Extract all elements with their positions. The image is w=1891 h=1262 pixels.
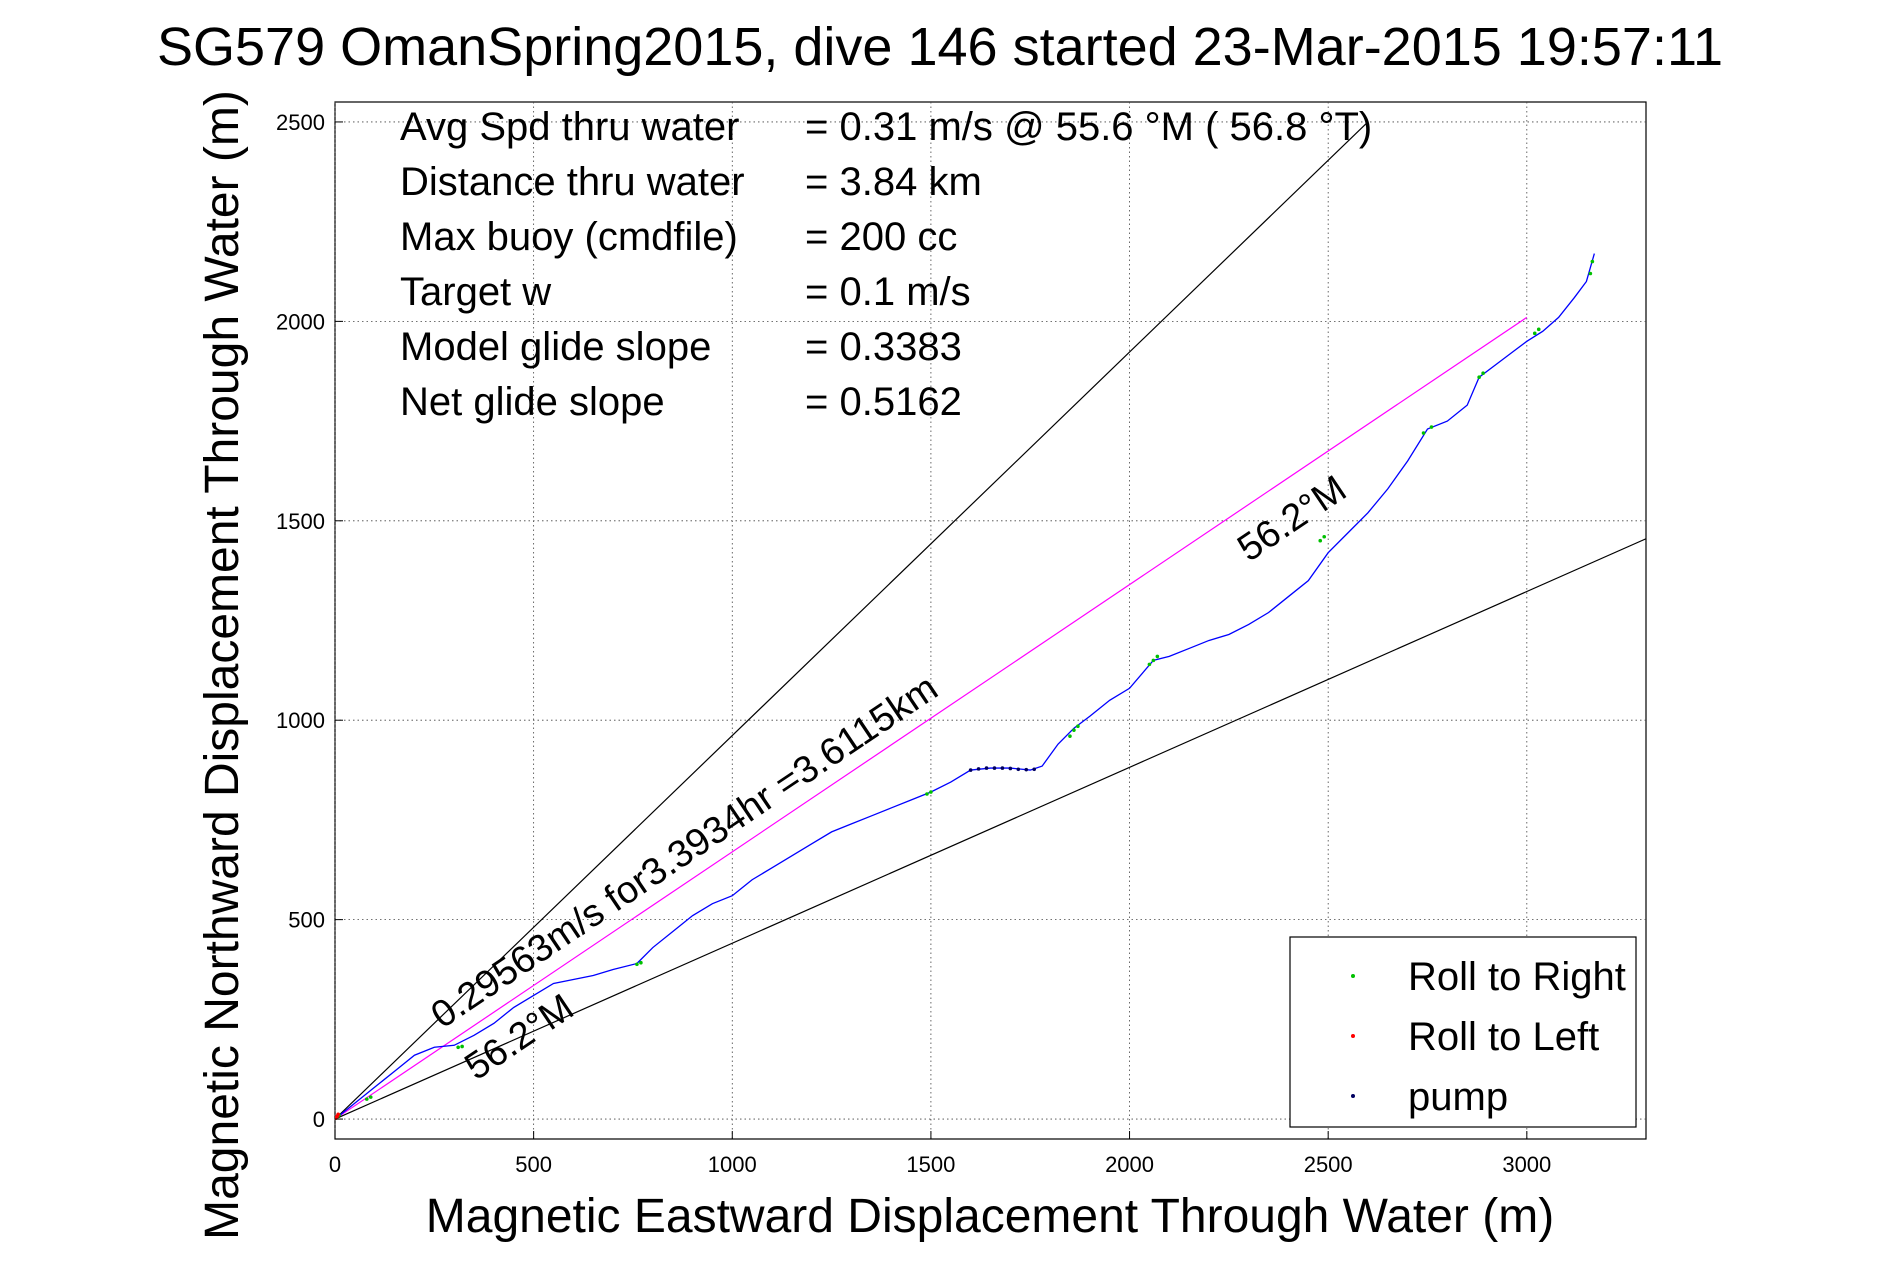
tick-labels: 0 500 1000 1500 2000 2500 3000 0 500 1000 1500 2000… — [276, 110, 1551, 1177]
series-3-point-1 — [976, 767, 981, 771]
series-1-point-20 — [1477, 375, 1481, 380]
series-1-point-14 — [1151, 658, 1156, 663]
series-1-point-12 — [1076, 724, 1080, 728]
series-1-point-4 — [456, 1045, 460, 1050]
series-1-point-24 — [1588, 271, 1593, 276]
stat-label-0: Avg Spd thru water — [400, 105, 739, 149]
series-1-point-18 — [1421, 431, 1426, 435]
reference-line-1 — [335, 538, 1646, 1120]
stat-value-2: = 200 cc — [805, 215, 957, 259]
x-tick-label-6: 3000 — [1502, 1152, 1551, 1177]
series-1-point-10 — [1068, 734, 1072, 738]
series-3-point-6 — [1016, 767, 1021, 772]
stat-value-0: = 0.31 m/s @ 55.6 °M ( 56.8 °T) — [805, 105, 1372, 149]
series-1-point-21 — [1481, 371, 1485, 376]
series-1-point-9 — [929, 790, 933, 794]
legend: Roll to Right Roll to Left pump — [1289, 936, 1637, 1128]
series-3-point-7 — [1024, 767, 1029, 772]
stat-value-3: = 0.1 m/s — [805, 270, 971, 314]
x-tick-label-4: 2000 — [1105, 1152, 1154, 1177]
x-tick-label-3: 1500 — [906, 1152, 955, 1177]
series-1-point-15 — [1155, 654, 1160, 659]
x-tick-label-1: 500 — [515, 1152, 552, 1177]
legend-label-1: Roll to Left — [1408, 1015, 1599, 1059]
legend-label-0: Roll to Right — [1408, 955, 1626, 999]
chart-title: SG579 OmanSpring2015, dive 146 started 2… — [157, 17, 1723, 77]
y-axis-label: Magnetic Northward Displacement Through … — [196, 90, 249, 1240]
y-tick-label-0: 0 — [313, 1107, 325, 1132]
series-1-point-2 — [364, 1097, 369, 1101]
series-1-point-25 — [1590, 259, 1595, 264]
series-2-point-3 — [336, 1112, 340, 1117]
series-1-point-17 — [1322, 534, 1327, 539]
y-tick-label-4: 2000 — [276, 309, 325, 334]
data-series — [335, 253, 1595, 1121]
reference-line-0 — [335, 121, 1369, 1120]
series-3-point-4 — [1000, 766, 1005, 770]
stats-block: Avg Spd thru water = 0.31 m/s @ 55.6 °M (… — [400, 105, 1372, 424]
stat-label-3: Target w — [400, 270, 551, 314]
y-tick-label-3: 1500 — [276, 509, 325, 534]
series-1-point-5 — [460, 1044, 464, 1049]
legend-marker-1 — [1351, 1034, 1355, 1038]
stat-label-1: Distance thru water — [400, 160, 745, 204]
legend-marker-0 — [1351, 974, 1355, 978]
series-3-point-0 — [968, 768, 973, 772]
reference-lines — [335, 121, 1646, 1120]
series-3-point-5 — [1008, 766, 1013, 771]
y-tick-label-5: 2500 — [276, 110, 325, 135]
series-1-point-23 — [1536, 327, 1541, 332]
series-1-point-11 — [1072, 728, 1076, 732]
x-tick-label-5: 2500 — [1304, 1152, 1353, 1177]
stat-label-4: Model glide slope — [400, 325, 711, 369]
series-3-point-8 — [1032, 767, 1036, 772]
x-axis-label: Magnetic Eastward Displacement Through W… — [426, 1190, 1554, 1243]
stat-label-5: Net glide slope — [400, 380, 665, 424]
series-3-point-3 — [992, 766, 997, 770]
series-3-point-2 — [984, 766, 989, 770]
legend-marker-2 — [1351, 1094, 1355, 1098]
x-tick-label-2: 1000 — [708, 1152, 757, 1177]
legend-box — [1289, 936, 1637, 1128]
series-1-point-13 — [1147, 662, 1152, 667]
reference-line-2 — [335, 316, 1528, 1120]
y-tick-label-2: 1000 — [276, 708, 325, 733]
y-tick-label-1: 500 — [288, 908, 325, 933]
series-1-point-22 — [1532, 331, 1537, 336]
legend-label-2: pump — [1408, 1075, 1508, 1119]
series-1-point-8 — [925, 792, 929, 796]
series-1-point-7 — [639, 960, 643, 965]
stat-label-2: Max buoy (cmdfile) — [400, 215, 738, 259]
stat-value-5: = 0.5162 — [805, 380, 962, 424]
stat-value-4: = 0.3383 — [805, 325, 962, 369]
series-1-point-3 — [368, 1095, 373, 1099]
stat-value-1: = 3.84 km — [805, 160, 982, 204]
x-tick-label-0: 0 — [329, 1152, 341, 1177]
series-1-point-19 — [1429, 425, 1434, 429]
series-1-point-6 — [635, 962, 639, 967]
series-1-point-16 — [1318, 538, 1323, 543]
